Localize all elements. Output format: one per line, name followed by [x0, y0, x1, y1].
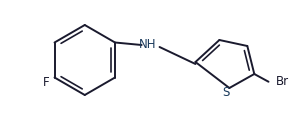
Text: S: S: [223, 86, 230, 98]
Text: Br: Br: [276, 75, 289, 88]
Text: NH: NH: [139, 38, 156, 51]
Text: F: F: [42, 76, 49, 89]
